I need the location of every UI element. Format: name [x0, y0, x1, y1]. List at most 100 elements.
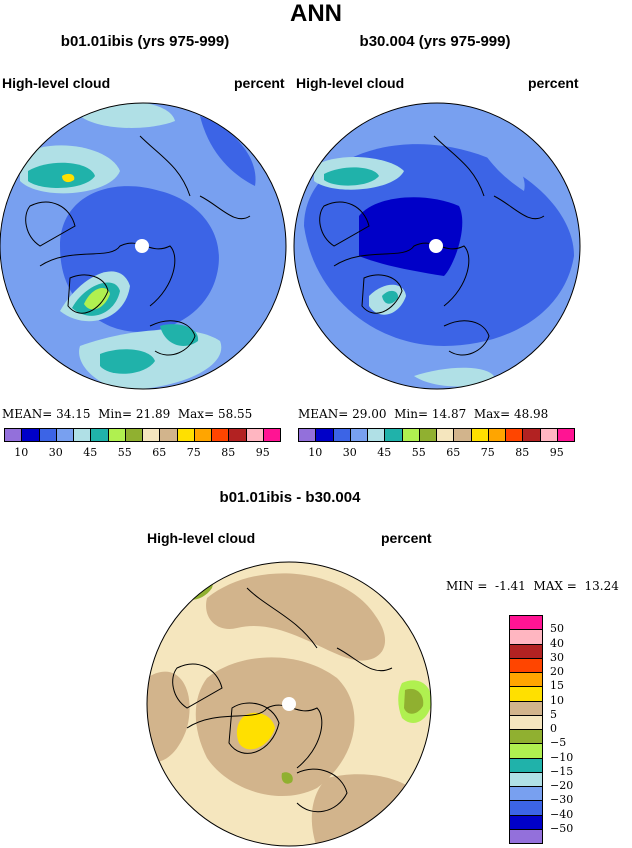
main-title: ANN [290, 0, 342, 27]
diff-colorbar-tick-label: −5 [550, 736, 567, 750]
diff-colorbar-swatch [509, 814, 543, 830]
diff-colorbar-tick-label: 40 [550, 636, 564, 650]
colorbar-swatch [332, 428, 351, 442]
panel-2-title: b30.004 (yrs 975-999) [359, 33, 511, 50]
diff-colorbar-swatch [509, 686, 543, 702]
colorbar-tick-label: 30 [342, 446, 357, 459]
diff-colorbar-tick-label: 5 [550, 707, 557, 721]
colorbar-swatch [124, 428, 143, 442]
colorbar-tick-label: 10 [14, 446, 29, 459]
diff-colorbar-tick-label: −10 [550, 750, 574, 764]
colorbar-tick-label: 30 [48, 446, 63, 459]
polar-map-diff [146, 561, 432, 847]
colorbar-swatch [487, 428, 506, 442]
colorbar-tick-label: 10 [308, 446, 323, 459]
diff-colorbar-tick-label: 20 [550, 665, 564, 678]
colorbar-swatch [470, 428, 489, 442]
diff-colorbar-tick-label: 30 [550, 650, 564, 664]
colorbar-tick-label: 85 [221, 446, 236, 459]
colorbar-swatch [21, 428, 40, 442]
colorbar-tick-label: 75 [480, 446, 495, 459]
diff-colorbar-swatch [509, 729, 543, 745]
panel-2-stats: MEAN= 29.00 Min= 14.87 Max= 48.98 [298, 407, 549, 421]
colorbar-2 [298, 428, 575, 442]
panel-1-variable: High-level cloud [2, 75, 111, 91]
diff-title: b01.01ibis - b30.004 [219, 489, 361, 506]
colorbar-swatch [142, 428, 161, 442]
colorbar-swatch [539, 428, 558, 442]
colorbar-swatch [90, 428, 109, 442]
diff-colorbar-swatch [509, 743, 543, 759]
diff-colorbar-tick-label: −40 [550, 807, 574, 821]
polar-map-1 [0, 102, 287, 390]
diff-colorbar-tick-label: 10 [550, 693, 564, 707]
diff-colorbar-swatch [509, 800, 543, 816]
colorbar-tick-label: 65 [152, 446, 167, 459]
panel-2-units: percent [528, 75, 579, 91]
colorbar-swatch [367, 428, 386, 442]
colorbar-swatch [349, 428, 368, 442]
panel-2-variable: High-level cloud [296, 75, 405, 91]
colorbar-tick-label: 95 [549, 446, 564, 459]
colorbar-tick-label: 75 [186, 446, 201, 459]
colorbar-1-labels: 10 30 45 55 65 75 85 95 [4, 446, 280, 460]
colorbar-swatch [384, 428, 403, 442]
colorbar-swatch [298, 428, 317, 442]
colorbar-swatch [453, 428, 472, 442]
diff-variable: High-level cloud [147, 530, 256, 546]
diff-colorbar-swatch [509, 786, 543, 802]
diff-colorbar-tick-label: 0 [550, 722, 557, 735]
diff-colorbar-tick-label: 50 [550, 622, 564, 636]
colorbar-swatch [159, 428, 178, 442]
colorbar-swatch [505, 428, 524, 442]
colorbar-tick-label: 65 [446, 446, 461, 459]
colorbar-swatch [418, 428, 437, 442]
panel-1-units: percent [234, 75, 285, 91]
colorbar-swatch [315, 428, 334, 442]
colorbar-tick-label: 85 [515, 446, 530, 459]
diff-colorbar [509, 615, 543, 844]
colorbar-2-labels: 10 30 45 55 65 75 85 95 [298, 446, 574, 460]
diff-colorbar-swatch [509, 700, 543, 716]
diff-colorbar-tick-label: −50 [550, 821, 574, 835]
colorbar-tick-label: 55 [117, 446, 132, 459]
diff-colorbar-swatch [509, 629, 543, 645]
colorbar-swatch [193, 428, 212, 442]
diff-colorbar-swatch [509, 643, 543, 659]
diff-colorbar-tick-label: −20 [550, 779, 574, 792]
diff-colorbar-tick-label: −30 [550, 793, 574, 807]
colorbar-swatch [245, 428, 264, 442]
diff-colorbar-labels: 50 40 30 20 15 10 5 0 −5 −10 −15 −20 −30 −40 −50 [550, 615, 610, 843]
colorbar-tick-label: 45 [377, 446, 392, 459]
colorbar-tick-label: 95 [255, 446, 270, 459]
diff-colorbar-swatch [509, 757, 543, 773]
panel-1-title: b01.01ibis (yrs 975-999) [60, 33, 230, 50]
diff-colorbar-swatch [509, 672, 543, 688]
colorbar-swatch [55, 428, 74, 442]
polar-map-2 [293, 102, 581, 390]
colorbar-swatch [262, 428, 281, 442]
diff-colorbar-swatch [509, 615, 543, 631]
colorbar-swatch [522, 428, 541, 442]
colorbar-swatch [436, 428, 455, 442]
colorbar-swatch [38, 428, 57, 442]
panel-1-stats: MEAN= 34.15 Min= 21.89 Max= 58.55 [2, 407, 253, 421]
diff-colorbar-swatch [509, 771, 543, 787]
colorbar-swatch [107, 428, 126, 442]
colorbar-swatch [73, 428, 92, 442]
colorbar-swatch [228, 428, 247, 442]
colorbar-swatch [176, 428, 195, 442]
colorbar-tick-label: 45 [83, 446, 98, 459]
diff-colorbar-tick-label: 15 [550, 679, 564, 693]
diff-colorbar-swatch [509, 657, 543, 673]
diff-colorbar-tick-label: −15 [550, 764, 574, 778]
colorbar-swatch [556, 428, 575, 442]
diff-units: percent [381, 530, 432, 546]
diff-colorbar-swatch [509, 714, 543, 730]
colorbar-swatch [211, 428, 230, 442]
diff-colorbar-swatch [509, 828, 543, 844]
colorbar-swatch [401, 428, 420, 442]
diff-stats: MIN = -1.41 MAX = 13.24 [446, 579, 619, 593]
colorbar-1 [4, 428, 281, 442]
colorbar-tick-label: 55 [411, 446, 426, 459]
